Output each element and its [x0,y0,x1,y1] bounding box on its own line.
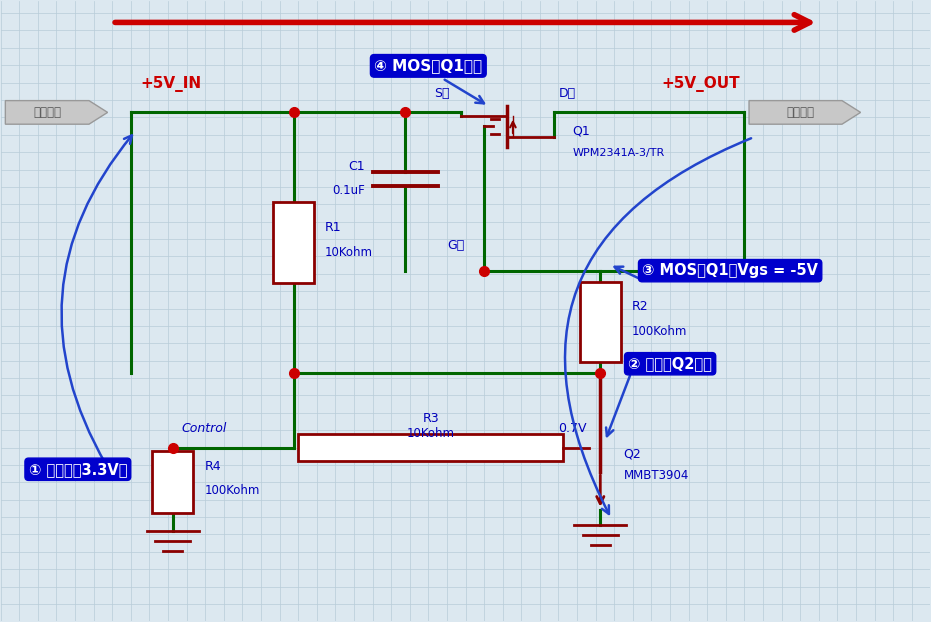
Text: 100Kohm: 100Kohm [632,325,687,338]
Text: D极: D极 [560,87,576,100]
Text: WPM2341A-3/TR: WPM2341A-3/TR [573,148,665,158]
Text: +5V_OUT: +5V_OUT [661,77,740,93]
Text: 电源输出: 电源输出 [786,106,815,119]
Text: R3: R3 [423,412,439,425]
Text: 10Kohm: 10Kohm [325,246,373,259]
Text: R1: R1 [325,221,342,234]
Text: 电源输入: 电源输入 [34,106,61,119]
Text: 0.7V: 0.7V [559,422,587,435]
Text: ② 三极管Q2导通: ② 三极管Q2导通 [628,356,712,371]
FancyArrow shape [6,101,108,124]
Text: 0.1uF: 0.1uF [332,183,365,197]
Text: +5V_IN: +5V_IN [141,77,201,93]
Text: G极: G极 [448,239,465,253]
Text: ① 高电平（3.3V）: ① 高电平（3.3V） [29,462,128,476]
Text: R4: R4 [204,460,221,473]
Text: C1: C1 [348,160,365,173]
Text: R2: R2 [632,300,649,313]
Text: Q1: Q1 [573,124,590,137]
FancyArrow shape [749,101,860,124]
Text: MMBT3904: MMBT3904 [624,469,689,482]
Text: ③ MOS管Q1的Vgs = -5V: ③ MOS管Q1的Vgs = -5V [642,263,818,278]
Text: 10Kohm: 10Kohm [407,427,454,440]
Text: ④ MOS管Q1导通: ④ MOS管Q1导通 [374,58,482,73]
Bar [298,434,563,461]
Text: Control: Control [182,422,227,435]
Bar [153,450,193,513]
Text: 100Kohm: 100Kohm [204,485,260,498]
Bar [273,202,314,283]
Text: Q2: Q2 [624,447,641,460]
Bar [580,282,621,362]
Text: S极: S极 [435,87,450,100]
